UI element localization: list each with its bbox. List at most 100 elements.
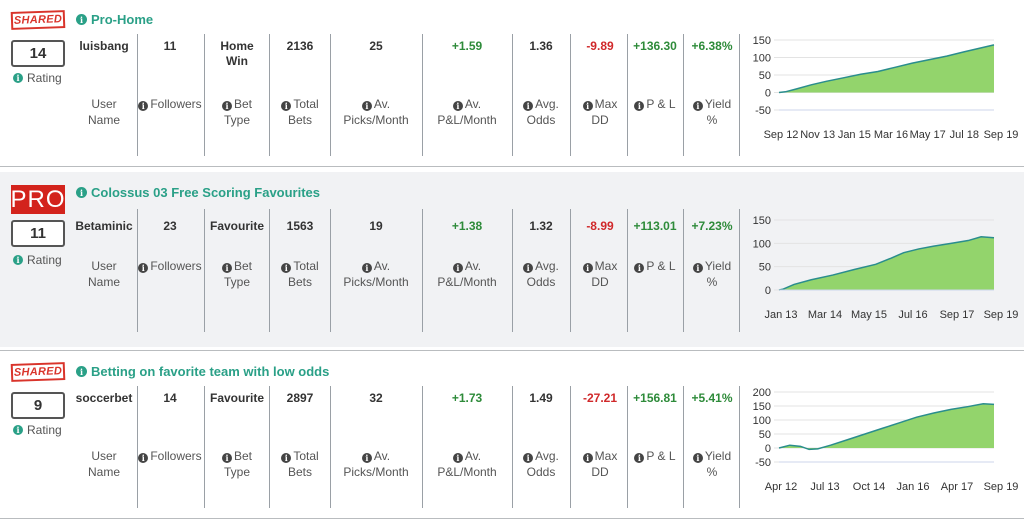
- max-dd-label-text: DD: [591, 113, 609, 127]
- total-bets-value: 2136: [286, 39, 314, 53]
- bet-type-label-line: Type: [200, 112, 274, 128]
- bet-type-label-line: i Bet: [200, 448, 274, 464]
- title-info-icon: i: [76, 366, 87, 377]
- pro-badge: PRO: [10, 185, 66, 214]
- column-divider: [627, 34, 628, 156]
- pl-month-label: i Av. P&L/Month: [419, 96, 515, 128]
- strategy-title-text[interactable]: Pro-Home: [91, 12, 154, 27]
- pl-label-text: P & L: [646, 259, 676, 273]
- column-divider: [422, 209, 423, 332]
- max-dd-label: i Max DD: [568, 258, 632, 290]
- yield-label-text: Yield: [704, 259, 732, 273]
- picks-month-label-line: Picks/Month: [328, 464, 424, 480]
- bet-type-label-text: Bet: [233, 97, 252, 111]
- yield-label: i Yield%: [680, 448, 744, 480]
- strategy-card[interactable]: SHARED i Pro-Home 14 i Rating luisbang User Name…: [0, 0, 1024, 168]
- user-name-value[interactable]: soccerbet: [75, 391, 133, 405]
- total-bets-label: i Total Bets: [263, 448, 337, 480]
- bet-type-label-text: Type: [223, 113, 250, 127]
- column-divider: [739, 209, 740, 332]
- rating-label: i Rating: [13, 253, 62, 267]
- total-bets-label: i Total Bets: [263, 96, 337, 128]
- total-bets-label-text: Total: [293, 259, 319, 273]
- chart-svg: 200 150 100 50 0 -50 Apr 12 Jul 13 Oct 14 Jan 16 A…: [753, 387, 1019, 493]
- max-dd-value: -8.99: [586, 219, 614, 233]
- bet-type-label: i Bet Type: [200, 258, 274, 290]
- y-tick-label: -50: [755, 105, 771, 117]
- max-dd-value: -9.89: [586, 39, 614, 53]
- picks-month-value: 25: [369, 39, 383, 53]
- rating-label-text: Rating: [27, 423, 62, 437]
- x-tick-label: May 17: [910, 129, 946, 141]
- bet-type-value: Favourite: [206, 391, 268, 406]
- column-divider: [512, 34, 513, 156]
- total-bets-label-line: Bets: [263, 464, 337, 480]
- performance-chart: 150 100 50 0 -50 Sep 12 Nov 13 Jan 15 Mar 16 May …: [744, 32, 1019, 149]
- bet-type-label: i Bet Type: [200, 96, 274, 128]
- info-icon: i: [692, 453, 703, 463]
- strategy-title[interactable]: i Colossus 03 Free Scoring Favourites: [76, 185, 320, 200]
- x-tick-label: Jan 16: [896, 481, 929, 493]
- column-divider: [570, 386, 571, 508]
- pl-value: +136.30: [633, 39, 677, 53]
- y-tick-label: 0: [765, 285, 771, 297]
- column-divider: [330, 386, 331, 508]
- y-tick-label: 150: [753, 401, 771, 413]
- series-line: [778, 236, 995, 291]
- max-dd-label-text: Max: [594, 97, 618, 111]
- yield-label-text: %: [706, 113, 718, 127]
- max-dd-label-line: i Max: [568, 258, 632, 274]
- column-divider: [137, 386, 138, 508]
- shared-badge: SHARED: [10, 10, 66, 30]
- user-name-value[interactable]: luisbang: [79, 39, 129, 53]
- yield-label-line: i Yield: [680, 448, 744, 464]
- y-tick-label: 100: [753, 53, 771, 65]
- y-tick-label: 50: [759, 262, 771, 274]
- y-tick-label: 100: [753, 238, 771, 250]
- strategy-card[interactable]: PRO i Colossus 03 Free Scoring Favourites 1…: [0, 172, 1024, 347]
- picks-month-label-text: Picks/Month: [343, 275, 409, 289]
- strategy-title-text[interactable]: Betting on favorite team with low odds: [91, 364, 330, 379]
- rating-label-text: Rating: [27, 71, 62, 85]
- info-icon: i: [452, 263, 463, 273]
- y-tick-label: 150: [753, 215, 771, 227]
- bet-type-label: i Bet Type: [200, 448, 274, 480]
- picks-month-label-line: i Av.: [328, 448, 424, 464]
- pl-month-label-text: P&L/Month: [437, 465, 497, 479]
- user-name-label-text: User: [91, 449, 117, 463]
- user-name-value[interactable]: Betaminic: [75, 219, 133, 233]
- total-bets-label-text: Bets: [287, 465, 312, 479]
- strategy-title-text[interactable]: Colossus 03 Free Scoring Favourites: [91, 185, 321, 200]
- picks-month-label-text: Picks/Month: [343, 113, 409, 127]
- column-divider: [137, 209, 138, 332]
- pl-value: +156.81: [633, 391, 677, 405]
- pl-month-label: i Av. P&L/Month: [419, 258, 515, 290]
- pl-label-text: P & L: [646, 97, 676, 111]
- user-name-label-line: Name: [68, 112, 140, 128]
- picks-month-label: i Av. Picks/Month: [328, 96, 424, 128]
- avg-odds-label-text: Odds: [526, 113, 556, 127]
- column-divider: [204, 209, 205, 332]
- row-separator: [0, 166, 1024, 167]
- total-bets-label-text: Bets: [287, 113, 312, 127]
- avg-odds-label-line: i Avg.: [506, 258, 576, 274]
- bet-type-value-line: Favourite: [209, 219, 264, 233]
- strategy-card[interactable]: SHARED i Betting on favorite team with low…: [0, 352, 1024, 522]
- strategy-title[interactable]: i Pro-Home: [76, 12, 153, 27]
- bet-type-value-line: Favourite: [209, 391, 264, 405]
- info-icon: i: [281, 453, 292, 463]
- yield-label-line: %: [680, 274, 744, 290]
- strategy-title[interactable]: i Betting on favorite team with low odds: [76, 364, 329, 379]
- yield-label-text: Yield: [704, 97, 732, 111]
- info-icon: i: [281, 263, 292, 273]
- followers-label: i Followers: [134, 96, 206, 112]
- column-divider: [739, 386, 740, 508]
- picks-month-label-line: i Av.: [328, 258, 424, 274]
- avg-odds-value: 1.32: [529, 219, 553, 233]
- pl-month-label-line: i Av.: [419, 258, 515, 274]
- avg-odds-label: i Avg. Odds: [506, 96, 576, 128]
- x-tick-label: Sep 19: [984, 309, 1019, 321]
- bet-type-value: Favourite: [206, 219, 268, 234]
- info-icon: i: [221, 263, 232, 273]
- avg-odds-value: 1.49: [529, 391, 553, 405]
